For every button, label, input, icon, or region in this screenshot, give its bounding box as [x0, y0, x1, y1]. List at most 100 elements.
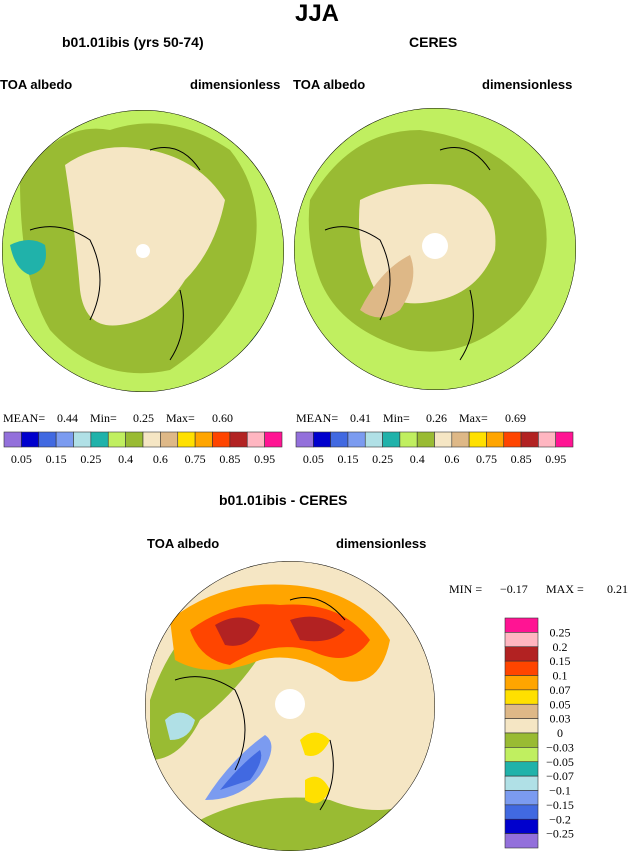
colorbar-tick-label: 0.15 — [337, 452, 358, 466]
colorbar-tick-label: −0.07 — [546, 769, 574, 783]
panel2-min: 0.26 — [426, 411, 447, 425]
colorbar-box — [73, 431, 92, 448]
colorbar-box — [504, 632, 539, 648]
colorbar-tick-label: −0.25 — [546, 827, 574, 841]
colorbar-tick-label: −0.15 — [546, 798, 574, 812]
colorbar-box — [504, 775, 539, 791]
colorbar-tick-label: 0.03 — [550, 712, 571, 726]
panel3-min-label: MIN = — [449, 582, 483, 596]
panel2-left-label: TOA albedo — [293, 77, 366, 92]
colorbar-tick-label: 0.25 — [550, 625, 571, 639]
panel1-min-label: Min= — [90, 411, 117, 425]
colorbar-box — [246, 431, 265, 448]
colorbar-box — [177, 431, 196, 448]
colorbar-box — [504, 703, 539, 719]
panel3-max: 0.21 — [607, 582, 628, 596]
colorbar-box — [504, 689, 539, 705]
colorbar-box — [416, 431, 435, 448]
panel2-max: 0.69 — [505, 411, 526, 425]
colorbar-box — [142, 431, 161, 448]
colorbar-box — [555, 431, 574, 448]
panel2-right-label: dimensionless — [482, 77, 573, 92]
colorbar-box — [295, 431, 314, 448]
colorbar-tick-label: 0.75 — [476, 452, 497, 466]
colorbar-tick-label: 0.6 — [153, 452, 168, 466]
colorbar-box — [504, 761, 539, 777]
panel3-difference-map — [145, 561, 435, 851]
colorbar-box — [90, 431, 109, 448]
colorbar-tick-label: 0.4 — [410, 452, 425, 466]
colorbar-box — [504, 660, 539, 676]
colorbar-box — [486, 431, 505, 448]
colorbar-box — [229, 431, 248, 448]
colorbar-box — [504, 747, 539, 763]
colorbar-box — [468, 431, 487, 448]
panel3-min: −0.17 — [500, 582, 528, 596]
colorbar-box — [399, 431, 418, 448]
colorbar-tick-label: 0.1 — [553, 669, 568, 683]
colorbar-box — [364, 431, 383, 448]
colorbar-box — [194, 431, 213, 448]
panel2-max-label: Max= — [459, 411, 488, 425]
colorbar-box — [520, 431, 539, 448]
colorbar-tick-label: 0.05 — [550, 697, 571, 711]
colorbar-box — [504, 675, 539, 691]
colorbar-tick-label: 0.25 — [80, 452, 101, 466]
colorbar-box — [55, 431, 74, 448]
colorbar-tick-label: 0.15 — [550, 654, 571, 668]
panel3-right-label: dimensionless — [336, 536, 427, 551]
colorbar-box — [160, 431, 179, 448]
colorbar-box — [451, 431, 470, 448]
colorbar-box — [434, 431, 453, 448]
colorbar-box — [504, 833, 539, 849]
colorbar-box — [38, 431, 57, 448]
colorbar-box — [212, 431, 231, 448]
colorbar-tick-label: 0.05 — [303, 452, 324, 466]
colorbar-box — [107, 431, 126, 448]
colorbar-tick-label: 0.2 — [553, 640, 568, 654]
colorbar-box — [504, 790, 539, 806]
colorbar-box — [504, 804, 539, 820]
panel3-title: b01.01ibis - CERES — [219, 492, 348, 508]
panel1-title: b01.01ibis (yrs 50-74) — [62, 34, 204, 50]
colorbar-tick-label: 0.07 — [550, 683, 571, 697]
panel1-min: 0.25 — [133, 411, 154, 425]
colorbar-tick-label: 0.95 — [254, 452, 275, 466]
panel1-right-label: dimensionless — [190, 77, 281, 92]
panel1-left-label: TOA albedo — [0, 77, 73, 92]
colorbar-box — [330, 431, 349, 448]
colorbar-tick-label: 0.15 — [46, 452, 67, 466]
panel1-max: 0.60 — [212, 411, 233, 425]
colorbar-tick-label: 0.75 — [185, 452, 206, 466]
colorbar-tick-label: 0 — [557, 726, 563, 740]
colorbar-tick-label: 0.05 — [11, 452, 32, 466]
colorbar-tick-label: −0.1 — [549, 784, 571, 798]
panel3-colorbar: 0.250.20.150.10.070.050.030−0.03−0.05−0.… — [504, 617, 574, 849]
colorbar-box — [382, 431, 401, 448]
figure-title: JJA — [294, 0, 340, 27]
colorbar-tick-label: 0.95 — [545, 452, 566, 466]
panel2-polar-map — [294, 108, 576, 390]
colorbar-tick-label: 0.25 — [372, 452, 393, 466]
panel2-mean: 0.41 — [350, 411, 371, 425]
panel3-left-label: TOA albedo — [147, 536, 220, 551]
colorbar-box — [347, 431, 366, 448]
panel1-max-label: Max= — [166, 411, 195, 425]
colorbar-box — [538, 431, 556, 448]
colorbar-tick-label: −0.05 — [546, 755, 574, 769]
colorbar-tick-label: −0.03 — [546, 740, 574, 754]
colorbar-box — [313, 431, 331, 448]
colorbar-box — [3, 431, 22, 448]
colorbar-box — [504, 617, 539, 633]
colorbar-box — [504, 732, 539, 748]
colorbar-tick-label: 0.6 — [444, 452, 459, 466]
colorbar-box — [264, 431, 283, 448]
colorbar-box — [21, 431, 40, 448]
colorbar-tick-label: 0.85 — [511, 452, 532, 466]
colorbar-tick-label: 0.85 — [219, 452, 240, 466]
panel1-polar-map — [2, 110, 284, 392]
colorbar-box — [504, 818, 539, 834]
colorbar-box — [504, 718, 539, 734]
